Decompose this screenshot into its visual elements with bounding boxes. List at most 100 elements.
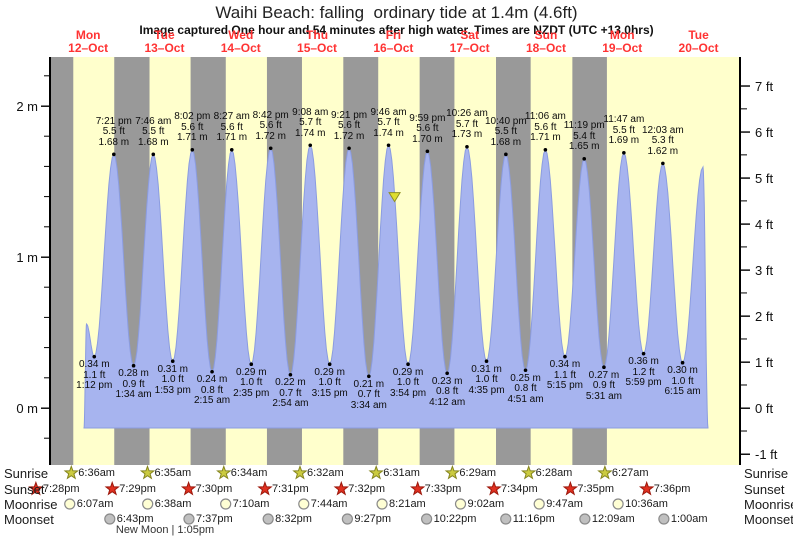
low-tide-label: 0.30 m 1.0 ft 6:15 am bbox=[664, 365, 701, 398]
tide-point-dot bbox=[151, 152, 156, 157]
sunset-time: 7:34pm bbox=[501, 482, 538, 495]
low-tide-label: 0.28 m 0.9 ft 1:34 am bbox=[115, 368, 152, 401]
tide-point-dot bbox=[582, 157, 587, 161]
sunrise-star-icon bbox=[139, 464, 156, 480]
right-axis-tick-label: 4 ft bbox=[755, 216, 774, 232]
moonrise-time: 7:44am bbox=[310, 497, 348, 510]
sunrise-time: 6:35am bbox=[154, 466, 192, 479]
sunrise-time: 6:36am bbox=[78, 466, 115, 479]
moonrise-time: 10:36am bbox=[625, 497, 668, 510]
sunrise-time: 6:34am bbox=[230, 466, 268, 479]
tide-point-dot bbox=[308, 143, 313, 148]
right-axis-tick-label: 3 ft bbox=[755, 262, 774, 278]
right-axis-tick-label: 6 ft bbox=[755, 124, 774, 140]
tide-point-dot bbox=[112, 152, 116, 157]
tide-point-dot bbox=[92, 354, 97, 359]
moonrise-circle-icon bbox=[454, 498, 467, 510]
low-tide-label: 0.21 m 0.7 ft 3:34 am bbox=[350, 378, 387, 411]
moonrise-circle-icon bbox=[220, 498, 232, 510]
sunset-star-icon bbox=[562, 480, 579, 496]
tide-point-dot bbox=[523, 368, 528, 373]
high-tide-label: 10:40 pm 5.5 ft 1.68 m bbox=[485, 115, 527, 148]
low-tide-label: 0.29 m 1.0 ft 3:15 pm bbox=[311, 366, 348, 399]
right-axis-tick-label: -1 ft bbox=[755, 447, 778, 463]
low-tide-label: 0.29 m 1.0 ft 3:54 pm bbox=[389, 366, 427, 399]
sunset-star-icon bbox=[257, 480, 273, 496]
sunset-star-icon bbox=[333, 480, 350, 496]
left-axis-tick-label: 1 m bbox=[16, 250, 38, 265]
tide-point-dot bbox=[661, 161, 665, 166]
low-tide-label: 0.31 m 1.0 ft 1:53 pm bbox=[154, 363, 191, 396]
sunset-time: 7:31pm bbox=[271, 482, 309, 495]
sunrise-star-icon bbox=[520, 464, 537, 480]
moon-phase-label: New Moon | 1:05pm bbox=[115, 524, 215, 536]
sunrise-star-icon bbox=[444, 464, 461, 480]
moonset-time: 12:09am bbox=[591, 512, 635, 525]
tide-point-dot bbox=[445, 371, 449, 376]
sunset-star-icon bbox=[28, 480, 44, 496]
sunrise-time: 6:27am bbox=[611, 466, 649, 479]
moonrise-time: 8:21am bbox=[389, 497, 426, 510]
sunrise-star-icon bbox=[597, 464, 613, 480]
moonrise-circle-icon bbox=[64, 498, 76, 510]
low-tide-label: 0.22 m 0.7 ft 2:54 am bbox=[272, 377, 309, 410]
high-tide-label: 10:26 am 5.7 ft 1.73 m bbox=[446, 108, 488, 141]
left-axis-tick-label: 0 m bbox=[16, 401, 38, 416]
right-axis-tick-label: 5 ft bbox=[755, 170, 774, 186]
moonrise-circle-icon bbox=[298, 498, 310, 510]
sunset-time: 7:33pm bbox=[424, 482, 462, 495]
sunrise-star-icon bbox=[63, 464, 80, 480]
row-label-moonrise: Moonrise bbox=[4, 497, 58, 512]
day-label: Sun 18–Oct bbox=[525, 28, 566, 55]
tide-point-dot bbox=[622, 151, 626, 155]
high-tide-label: 7:46 am 5.5 ft 1.68 m bbox=[135, 115, 172, 148]
moonset-circle-icon bbox=[500, 513, 512, 525]
low-tide-label: 0.34 m 1.1 ft 5:15 pm bbox=[546, 359, 583, 392]
tide-point-dot bbox=[347, 146, 351, 151]
day-label: Mon 19–Oct bbox=[602, 28, 643, 55]
tide-point-dot bbox=[190, 147, 195, 152]
high-tide-label: 11:19 pm 5.4 ft 1.65 m bbox=[563, 120, 605, 153]
sunrise-star-icon bbox=[368, 464, 384, 480]
right-axis-tick-label: 7 ft bbox=[755, 78, 774, 94]
left-axis-tick-label: 2 m bbox=[16, 99, 38, 114]
row-label-sunset-right: Sunset bbox=[744, 482, 785, 497]
tide-point-dot bbox=[465, 144, 469, 149]
tide-point-dot bbox=[386, 143, 391, 148]
tide-point-dot bbox=[249, 362, 254, 367]
right-axis-line bbox=[739, 57, 741, 465]
moonset-time: 10:22pm bbox=[433, 512, 477, 525]
sunset-star-icon bbox=[104, 480, 120, 496]
day-label: Fri 16–Oct bbox=[373, 28, 414, 55]
low-tide-label: 0.31 m 1.0 ft 4:35 pm bbox=[468, 363, 505, 396]
tide-point-dot bbox=[131, 363, 136, 368]
tide-point-dot bbox=[504, 152, 508, 157]
tide-point-dot bbox=[641, 351, 646, 356]
moonset-time: 9:27pm bbox=[354, 512, 392, 525]
tide-point-dot bbox=[367, 374, 371, 379]
moonset-time: 11:16pm bbox=[512, 512, 555, 525]
tide-point-dot bbox=[170, 359, 175, 363]
moonset-time: 8:32pm bbox=[275, 512, 312, 525]
moonrise-time: 9:02am bbox=[467, 497, 505, 510]
high-tide-label: 8:02 pm 5.6 ft 1.71 m bbox=[174, 111, 211, 144]
row-label-moonrise-right: Moonrise bbox=[744, 497, 793, 512]
tide-point-dot bbox=[543, 147, 548, 152]
tide-point-dot bbox=[563, 354, 567, 359]
high-tide-label: 11:47 am 5.5 ft 1.69 m bbox=[603, 114, 645, 147]
sunset-time: 7:35pm bbox=[577, 482, 615, 495]
moonset-time: 1:00am bbox=[670, 512, 708, 525]
high-tide-label: 9:59 pm 5.6 ft 1.70 m bbox=[409, 112, 446, 145]
day-label: Tue 13–Oct bbox=[144, 28, 185, 55]
day-label: Thu 15–Oct bbox=[297, 28, 338, 55]
sunset-star-icon bbox=[409, 480, 426, 496]
moonrise-circle-icon bbox=[142, 498, 154, 510]
high-tide-label: 12:03 am 5.3 ft 1.62 m bbox=[641, 124, 684, 157]
low-tide-label: 0.25 m 0.8 ft 4:51 am bbox=[507, 372, 544, 405]
tide-point-dot bbox=[229, 147, 234, 152]
sunrise-time: 6:31am bbox=[383, 466, 420, 479]
row-label-sunrise: Sunrise bbox=[4, 466, 49, 481]
low-tide-label: 0.24 m 0.8 ft 2:15 am bbox=[193, 374, 231, 407]
